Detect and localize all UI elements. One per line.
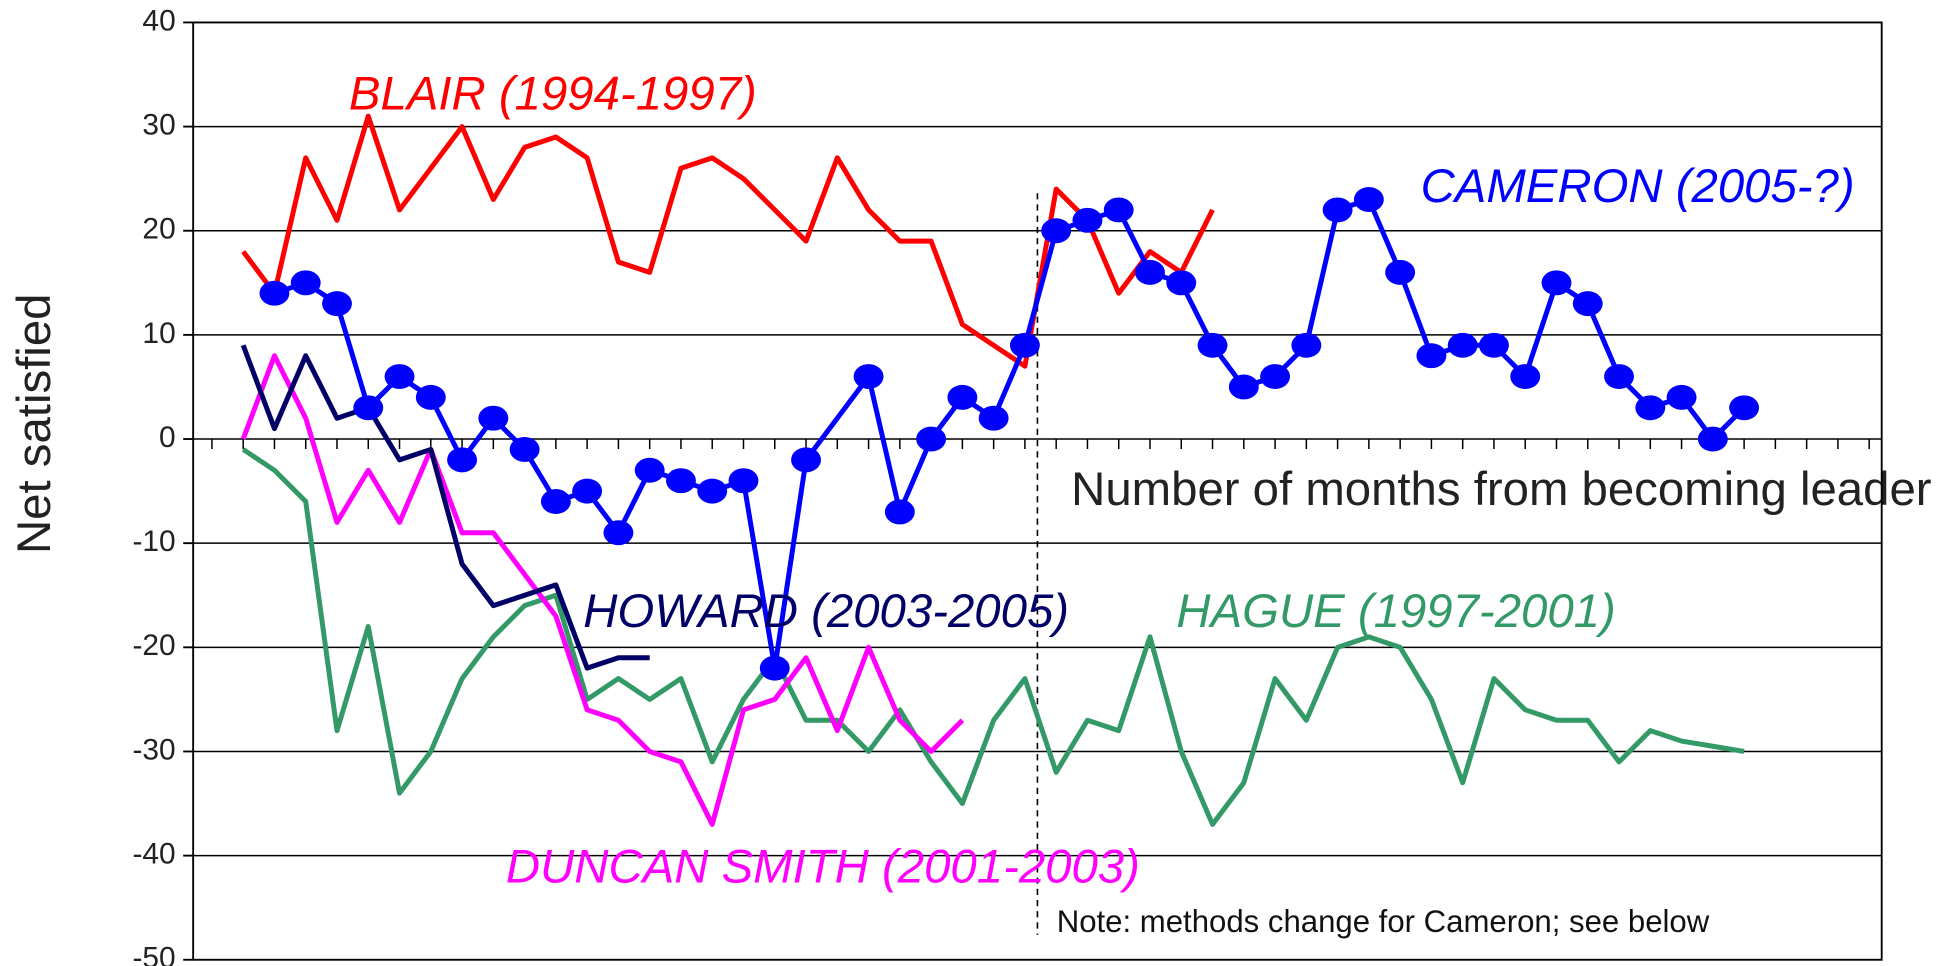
point [384,364,415,390]
point [322,291,352,317]
series-line [240,344,650,671]
plot-border [192,21,1883,961]
point [1572,291,1603,317]
point [1385,259,1416,285]
series-line [240,353,965,827]
point [1322,197,1353,223]
point [666,468,696,494]
point [572,478,603,504]
point [290,270,321,296]
point [1041,218,1072,244]
y-axis-label: Net satisfied [8,294,61,555]
y-tick-label: -40 [132,838,175,871]
point [1009,332,1040,358]
point [259,280,290,306]
y-tick-label: 40 [142,4,175,37]
point [1291,332,1322,358]
point [1228,374,1259,400]
point [1166,270,1197,296]
point [1135,259,1165,285]
point [1729,395,1760,421]
point [634,457,665,483]
point [1103,197,1134,223]
point [603,520,634,546]
point [947,384,978,410]
series-label: HAGUE (1997-2001) [1176,585,1615,638]
series-line [241,447,1745,827]
point [1666,384,1697,410]
point [1635,395,1666,421]
point [1260,364,1291,390]
y-tick-label: -30 [132,733,175,766]
series-line [241,113,1215,369]
point [728,468,759,494]
point [1197,332,1228,358]
point [1416,343,1447,369]
y-tick-label: 0 [159,421,176,454]
point [791,447,821,473]
point [697,478,728,504]
point [1604,364,1634,390]
series-label: CAMERON (2005-?) [1421,160,1855,213]
point [509,436,540,462]
y-tick-label: -10 [132,525,175,558]
point [1541,270,1572,296]
point [853,364,884,390]
y-tick-label: 20 [142,213,175,246]
point [447,447,478,473]
point [353,395,384,421]
y-tick-label: 30 [142,108,175,141]
series-label: DUNCAN SMITH (2001-2003) [506,841,1140,894]
point [1510,364,1541,390]
point [916,426,947,452]
point [884,499,915,525]
point [978,405,1009,431]
series-label: HOWARD (2003-2005) [583,585,1069,638]
point [1353,187,1384,212]
x-axis-label: Number of months from becoming leader [1071,463,1931,516]
series-label: BLAIR (1994-1997) [349,68,757,121]
y-tick-label: -20 [132,629,175,662]
y-tick-label: 10 [142,317,175,350]
point [1447,332,1478,358]
annotation: Note: methods change for Cameron; see be… [1057,904,1710,939]
y-tick-label: -50 [132,942,175,966]
point [1072,207,1103,233]
point [540,489,571,514]
point [1479,332,1509,358]
point [478,405,509,431]
point [1697,426,1728,452]
point [759,655,790,681]
point [415,384,446,410]
